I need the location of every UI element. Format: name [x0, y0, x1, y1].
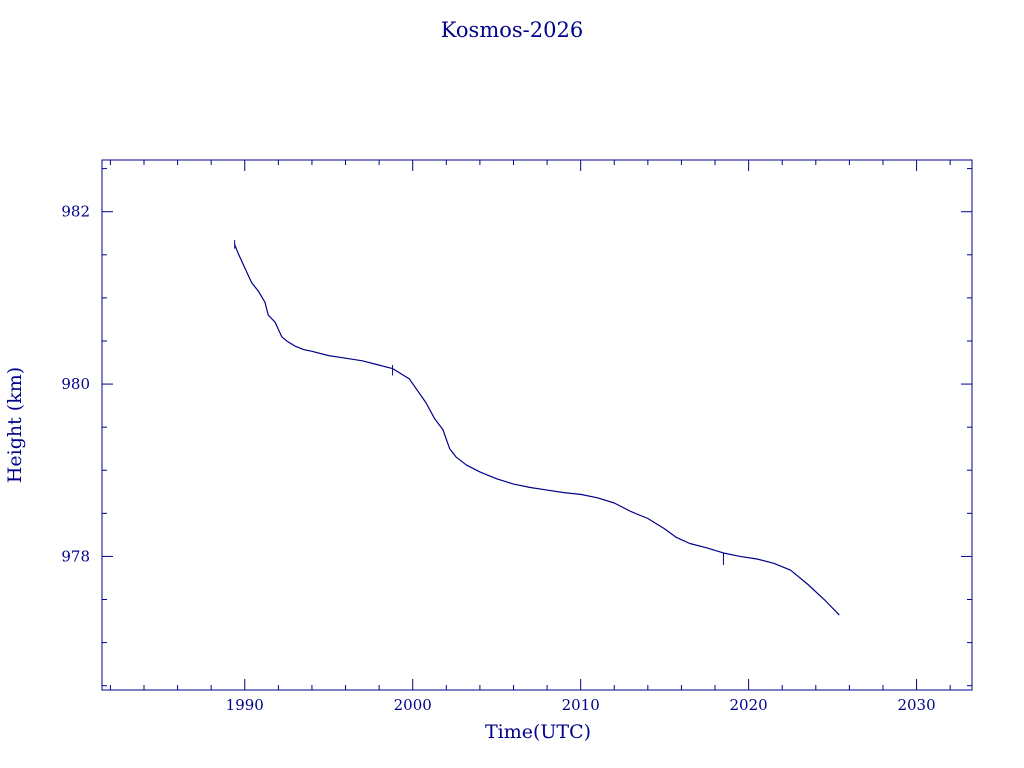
- x-tick-label: 2000: [394, 696, 432, 714]
- y-tick-label: 978: [61, 547, 90, 565]
- data-spikes: [234, 240, 724, 566]
- y-tick-label: 980: [61, 375, 90, 393]
- chart-title: Kosmos-2026: [441, 18, 583, 42]
- x-tick-label: 1990: [226, 696, 264, 714]
- axis-ticks: [102, 160, 972, 690]
- x-axis-label: Time(UTC): [485, 721, 591, 743]
- y-axis-label: Height (km): [4, 367, 26, 483]
- tick-labels: 1990 2000 2010 2020 2030 978 980 982: [61, 203, 935, 714]
- y-tick-label: 982: [61, 203, 90, 221]
- x-tick-label: 2010: [562, 696, 600, 714]
- series-line: [234, 244, 840, 616]
- x-tick-label: 2030: [897, 696, 935, 714]
- plot-frame: [101, 159, 973, 691]
- x-tick-label: 2020: [730, 696, 768, 714]
